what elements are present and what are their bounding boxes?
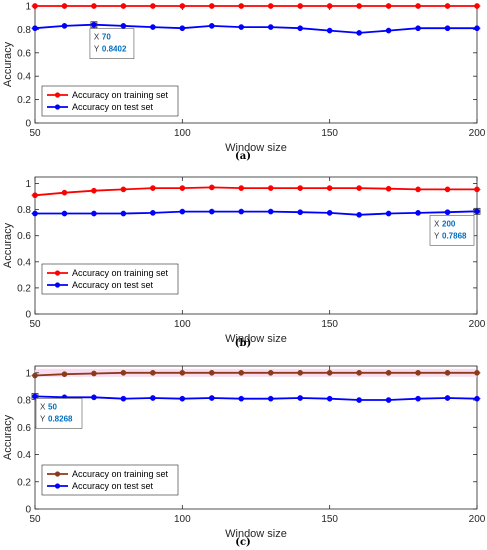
y-tick-label: 0.8 — [17, 205, 31, 216]
x-tick-label: 200 — [469, 128, 486, 139]
series-training — [31, 184, 481, 199]
y-tick-label: 0.2 — [17, 283, 31, 294]
panel-label: (c) — [235, 537, 251, 548]
datatip[interactable]: X 50Y 0.8268 — [31, 392, 83, 429]
series-line — [34, 23, 477, 34]
legend-box — [41, 464, 179, 496]
x-tick-label: 150 — [321, 128, 338, 139]
x-tick-label: 200 — [469, 319, 486, 330]
datatip-x-label: X — [94, 33, 100, 42]
datatip-y-label: Y — [40, 414, 46, 423]
legend: Accuracy on training set Accuracy on test… — [41, 464, 179, 496]
datatip[interactable]: X 70Y 0.8402 — [89, 21, 135, 59]
y-axis-label: Accuracy — [2, 414, 14, 460]
legend-swatch-marker — [54, 483, 61, 489]
datatip-anchor — [31, 392, 39, 400]
datatip-y-label: Y — [94, 45, 100, 54]
legend-box — [41, 263, 179, 295]
datatip-y-value: 0.7868 — [442, 231, 467, 240]
y-tick-label: 0.4 — [17, 257, 31, 268]
x-axis-label: Window size — [225, 528, 287, 540]
x-tick-label: 100 — [174, 128, 191, 139]
legend-swatch-marker — [54, 92, 61, 98]
y-tick-label: 1 — [25, 368, 31, 379]
y-axis-label: Accuracy — [2, 41, 14, 87]
legend-entry: Accuracy on training set — [72, 268, 169, 278]
legend: Accuracy on training set Accuracy on test… — [41, 263, 179, 295]
legend-box — [41, 85, 179, 117]
x-axis-label: Window size — [225, 142, 287, 154]
datatip-anchor — [473, 207, 481, 215]
panel-label: (b) — [235, 338, 251, 349]
legend-entry: Accuracy on training set — [72, 469, 169, 479]
legend-entry: Accuracy on test set — [72, 481, 154, 491]
y-tick-label: 1 — [25, 179, 31, 190]
series-line — [34, 186, 477, 197]
y-tick-label: 0.2 — [17, 95, 31, 106]
series-training — [31, 369, 481, 379]
legend-entry: Accuracy on test set — [72, 102, 154, 112]
legend-swatch-marker — [54, 282, 61, 288]
y-tick-label: 0.6 — [17, 423, 31, 434]
y-tick-label: 0 — [25, 505, 31, 516]
x-tick-label: 150 — [321, 319, 338, 330]
datatip-y-label: Y — [434, 231, 440, 240]
y-tick-label: 0.4 — [17, 72, 31, 83]
series-line — [34, 371, 477, 377]
series-test — [31, 393, 481, 403]
datatip-y-value: 0.8402 — [102, 45, 127, 54]
y-tick-label: 0 — [25, 310, 31, 321]
x-tick-label: 50 — [29, 128, 41, 139]
datatip-x-value: 70 — [102, 33, 111, 42]
series-test — [31, 208, 481, 218]
y-tick-label: 0.8 — [17, 396, 31, 407]
x-tick-label: 50 — [29, 319, 41, 330]
legend-entry: Accuracy on training set — [72, 90, 169, 100]
datatip-x-label: X — [40, 402, 46, 411]
datatip-x-value: 50 — [48, 402, 57, 411]
datatip-box — [89, 28, 135, 59]
y-tick-label: 0.4 — [17, 450, 31, 461]
series-training — [31, 3, 481, 9]
datatip-x-value: 200 — [442, 219, 456, 228]
legend-swatch-marker — [54, 270, 61, 276]
x-tick-label: 100 — [174, 319, 191, 330]
y-tick-label: 0.6 — [17, 48, 31, 59]
x-axis-label: Window size — [225, 333, 287, 345]
y-tick-label: 0.2 — [17, 477, 31, 488]
y-tick-label: 0.8 — [17, 25, 31, 36]
datatip-y-value: 0.8268 — [48, 414, 73, 423]
x-tick-label: 50 — [29, 514, 41, 525]
y-tick-label: 0 — [25, 119, 31, 130]
series-line — [35, 210, 478, 216]
legend-swatch-marker — [54, 104, 61, 110]
series-test — [31, 21, 481, 36]
x-tick-label: 150 — [321, 514, 338, 525]
legend-entry: Accuracy on test set — [72, 280, 154, 290]
legend: Accuracy on training set Accuracy on test… — [41, 85, 179, 117]
x-tick-label: 200 — [469, 514, 486, 525]
panel-label: (a) — [235, 151, 251, 162]
legend-swatch-marker — [54, 471, 61, 477]
x-tick-label: 100 — [174, 514, 191, 525]
y-tick-label: 1 — [25, 2, 31, 13]
datatip-x-label: X — [434, 219, 440, 228]
datatip-box — [429, 215, 475, 246]
y-tick-label: 0.6 — [17, 231, 31, 242]
datatip-anchor — [90, 21, 98, 29]
datatip-box — [35, 398, 83, 429]
y-axis-label: Accuracy — [2, 222, 14, 268]
series-line — [34, 395, 478, 401]
